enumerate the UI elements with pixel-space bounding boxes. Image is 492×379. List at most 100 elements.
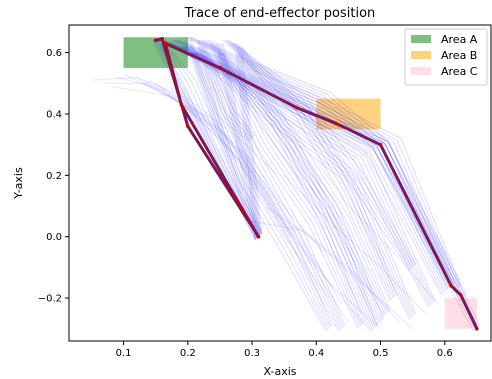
highlight-point-4	[256, 234, 261, 239]
trace-line-75	[229, 39, 417, 265]
highlight-point-5	[179, 102, 184, 107]
trace-line-65	[203, 46, 346, 327]
legend: Area A Area B Area C	[404, 28, 488, 86]
trace-line-39	[182, 46, 447, 291]
x-tick-label-2: 0.2	[180, 348, 196, 359]
y-axis-title: Y-axis	[12, 167, 25, 200]
y-tick-label-2: 0.0	[46, 232, 62, 243]
trace-line-5	[158, 40, 263, 234]
trace-line-15	[222, 43, 263, 234]
x-tick-label-3: 0.3	[244, 348, 260, 359]
trace-line-49	[189, 46, 415, 316]
trace-line-74	[227, 39, 415, 267]
trace-line-71	[222, 39, 411, 271]
trace-line-25	[164, 43, 263, 234]
trace-line-94	[176, 39, 460, 288]
trace-line-36	[178, 46, 443, 296]
trace-line-63	[200, 46, 343, 329]
legend-label-3: Area C	[441, 65, 478, 78]
highlight-point-8	[295, 106, 299, 110]
trace-line-48	[187, 46, 414, 317]
trace-line-76	[229, 43, 391, 302]
trace-line-58	[213, 43, 362, 326]
trace-line-54	[208, 39, 383, 322]
trace-line-8	[187, 40, 259, 237]
trace-line-23	[161, 43, 259, 237]
x-axis-ticks: 0.1 0.2 0.3 0.4 0.5 0.6	[116, 341, 453, 359]
highlight-point-13	[475, 326, 479, 331]
highlight-point-10	[378, 142, 383, 147]
y-axis-ticks: −0.2 0.0 0.2 0.4 0.6	[38, 48, 69, 305]
plot-frame	[68, 24, 492, 342]
faint-trace-10	[142, 82, 343, 305]
trace-line-47	[185, 46, 412, 319]
trace-line-51	[203, 40, 378, 326]
trace-line-59	[214, 43, 364, 325]
trace-line-83	[219, 52, 388, 314]
highlight-point-12	[459, 293, 463, 297]
trace-line-18	[238, 52, 259, 237]
trace-line-86	[235, 46, 372, 332]
faint-trace-9	[110, 85, 324, 253]
highlight-point-2	[160, 37, 164, 41]
highlight-point-11	[449, 283, 453, 288]
trace-line-28	[200, 40, 253, 139]
faint-trace-13	[283, 174, 426, 314]
trace-line-88	[238, 46, 375, 329]
trace-bundles	[152, 36, 481, 332]
trace-line-66	[190, 52, 327, 332]
trace-line-7	[185, 40, 258, 239]
trace-line-26	[197, 40, 250, 142]
faint-trace-12	[264, 205, 413, 330]
trace-line-100	[190, 36, 468, 296]
trace-line-52	[205, 40, 380, 325]
trace-line-93	[174, 39, 459, 289]
trace-line-13	[219, 43, 259, 237]
trace-line-104	[163, 39, 479, 328]
trace-line-32	[166, 42, 451, 288]
trace-line-78	[232, 43, 394, 299]
trace-line-69	[195, 52, 332, 328]
faint-trace-5	[136, 76, 330, 299]
legend-swatch-1	[411, 35, 431, 43]
shaded-areas	[123, 37, 477, 329]
trace-line-43	[194, 52, 433, 305]
faint-trace-4	[123, 73, 317, 268]
x-tick-label-5: 0.5	[373, 348, 389, 359]
trace-line-9	[188, 40, 261, 236]
faint-trace-11	[252, 220, 401, 323]
plot-area	[91, 36, 481, 332]
trace-line-27	[198, 40, 251, 141]
trace-line-80	[235, 43, 397, 296]
y-tick-label-1: −0.2	[38, 294, 62, 305]
trace-line-60	[216, 43, 365, 323]
y-tick-label-4: 0.4	[46, 109, 62, 120]
trace-line-50	[190, 46, 417, 314]
trace-line-87	[237, 46, 374, 331]
trace-line-67	[192, 52, 329, 331]
trace-line-79	[233, 43, 396, 297]
highlight-point-9	[333, 121, 338, 125]
trace-line-77	[230, 43, 393, 300]
trace-line-92	[173, 39, 457, 291]
trace-line-98	[187, 36, 465, 299]
trace-line-12	[217, 43, 258, 239]
trace-line-14	[221, 43, 261, 236]
legend-label-1: Area A	[441, 33, 478, 46]
trace-line-89	[240, 46, 377, 328]
trace-line-56	[209, 43, 359, 329]
faint-trace-6	[149, 79, 349, 323]
trace-line-53	[206, 40, 381, 323]
trace-line-42	[192, 52, 431, 306]
x-axis-title: X-axis	[264, 365, 297, 378]
x-tick-label-6: 0.6	[437, 348, 453, 359]
trace-line-31	[165, 42, 449, 289]
trace-line-17	[237, 52, 258, 239]
trace-line-95	[177, 39, 462, 287]
faint-trace-3	[117, 76, 292, 237]
trace-line-81	[216, 52, 385, 317]
trace-line-68	[193, 52, 330, 329]
trace-line-24	[163, 43, 261, 236]
trace-line-91	[171, 39, 455, 293]
trace-line-84	[221, 52, 389, 313]
